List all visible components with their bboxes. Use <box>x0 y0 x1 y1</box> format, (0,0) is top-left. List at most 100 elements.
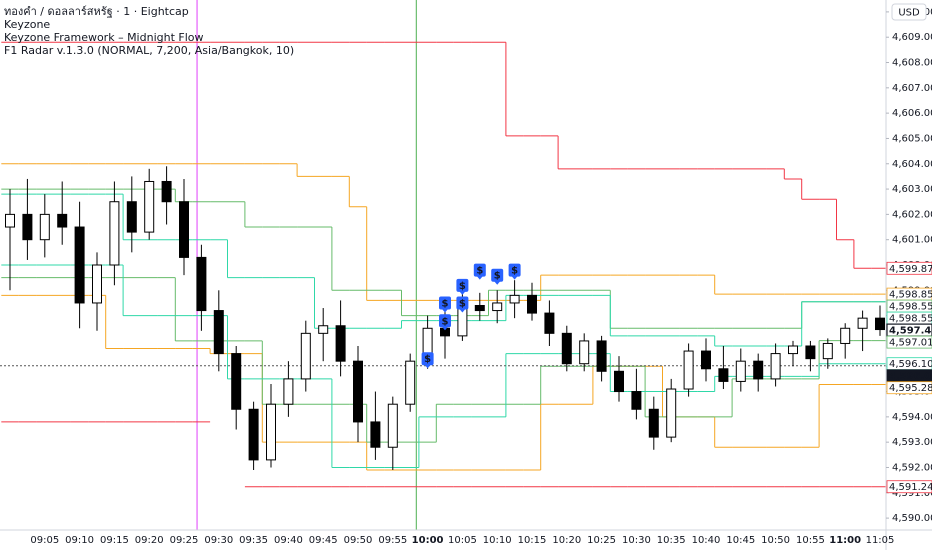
x-tick-label: 09:25 <box>170 535 199 546</box>
x-tick-label: 10:05 <box>448 535 477 546</box>
signal-badge <box>456 278 469 292</box>
price-label: 4,598.55 <box>889 314 932 325</box>
indicator-name: Keyzone <box>4 18 50 31</box>
y-tick-label: 4,592.00 <box>892 462 932 473</box>
signal-marker: $ <box>473 263 486 280</box>
signal-marker: $ <box>491 268 504 285</box>
x-tick-label: 09:35 <box>239 535 268 546</box>
candle-body <box>718 368 729 382</box>
y-tick-label: 4,594.00 <box>892 412 932 423</box>
candle-body <box>5 213 15 228</box>
x-tick-label: 09:50 <box>344 535 373 546</box>
signal-label: $ <box>442 316 449 327</box>
x-tick-label: 09:55 <box>378 535 407 546</box>
signal-marker: $ <box>508 263 521 280</box>
candle-body <box>822 342 833 360</box>
candle-body <box>39 213 50 241</box>
signal-marker: $ <box>439 314 451 331</box>
signal-pointer <box>459 309 466 313</box>
x-tick-label: 10:45 <box>726 535 755 546</box>
candle-body <box>92 264 102 304</box>
symbol-title: ทองคำ / ดอลลาร์สหรัฐ · 1 · Eightcap <box>4 5 189 18</box>
candle-body <box>353 360 363 423</box>
y-tick-label: 4,606.00 <box>892 108 932 119</box>
signal-pointer <box>511 276 518 280</box>
indicator-name: Keyzone Framework – Midnight Flow <box>4 31 204 44</box>
candle-body <box>648 408 659 438</box>
x-tick-label: 10:40 <box>692 535 721 546</box>
x-tick-label: 10:30 <box>622 535 651 546</box>
signal-pointer <box>424 364 431 369</box>
candle-body <box>335 325 346 362</box>
candle-body <box>631 391 642 410</box>
signal-marker: $ <box>439 296 451 313</box>
signal-label: $ <box>494 271 501 282</box>
x-tick-label: 10:35 <box>657 535 686 546</box>
x-tick-label: 10:55 <box>796 535 825 546</box>
candle-body <box>614 370 624 393</box>
signal-label: $ <box>476 266 483 277</box>
y-tick-label: 4,593.00 <box>892 437 932 448</box>
y-tick-label: 4,591.00 <box>892 488 932 499</box>
signal-label: $ <box>442 299 449 310</box>
signal-label: $ <box>459 281 466 292</box>
candle-body <box>161 180 172 203</box>
price-label: 4,597.45 <box>889 326 932 337</box>
currency-badge[interactable] <box>891 3 927 21</box>
x-tick-label: 09:45 <box>309 535 338 546</box>
price-label-bg <box>886 381 932 395</box>
candle-body <box>126 201 137 233</box>
candle-body <box>109 201 120 266</box>
y-tick-label: 4,604.00 <box>892 159 932 170</box>
candle-body <box>544 312 555 334</box>
signal-badge <box>473 263 486 277</box>
currency[interactable]: USD <box>898 8 920 19</box>
x-tick-label: 10:15 <box>518 535 547 546</box>
candle-body <box>22 213 33 241</box>
y-tick-label: 4,609.00 <box>892 32 932 43</box>
price-label: 4,598.85 <box>889 290 932 301</box>
signal-label: $ <box>459 299 466 310</box>
candle-body <box>213 310 224 355</box>
candle-body <box>683 350 694 390</box>
signal-marker: $ <box>456 278 469 295</box>
y-tick-label: 4,602.00 <box>892 209 932 220</box>
x-tick-label: 10:50 <box>761 535 790 546</box>
axes: 4,590.00 4,591.00 4,592.00 4,593.00 4,594.00… <box>30 7 932 546</box>
signal-badge <box>508 263 521 277</box>
plot-area: $ $ $ $ $ $ $ $ <box>0 0 886 530</box>
signal-badge <box>456 296 469 310</box>
signal-pointer <box>442 326 448 331</box>
candle-body <box>474 304 485 312</box>
x-tick-label: 10:10 <box>483 535 512 546</box>
candle-body <box>57 213 68 228</box>
candle-body <box>179 201 189 258</box>
y-tick-label: 4,608.00 <box>892 58 932 69</box>
price-label: 4,595.28 <box>889 383 932 394</box>
price-label: 4,596.10 <box>889 359 932 370</box>
candle-body <box>509 294 520 304</box>
signal-pointer <box>494 281 501 285</box>
candle-body <box>527 294 537 314</box>
x-tick-label: 09:05 <box>30 535 59 546</box>
candle-body <box>370 421 381 448</box>
candle-body <box>805 345 816 360</box>
candle-body <box>788 345 798 355</box>
price-label-bg <box>886 261 932 275</box>
signal-badge <box>421 352 434 366</box>
y-tick-label: 4,601.00 <box>892 235 932 246</box>
candle-body <box>387 403 398 448</box>
signal-pointer <box>476 276 483 280</box>
candle-body <box>144 180 155 233</box>
signal-marker: $ <box>421 352 434 369</box>
candle-body <box>300 332 311 380</box>
candle-body <box>561 332 572 365</box>
price-label-bg <box>886 335 932 349</box>
x-tick-label: 11:00 <box>829 535 861 546</box>
price-label: 4,591.24 <box>889 482 932 493</box>
signal-label: $ <box>511 266 518 277</box>
y-tick-label: 4,603.00 <box>892 184 932 195</box>
x-tick-label: 10:20 <box>552 535 581 546</box>
